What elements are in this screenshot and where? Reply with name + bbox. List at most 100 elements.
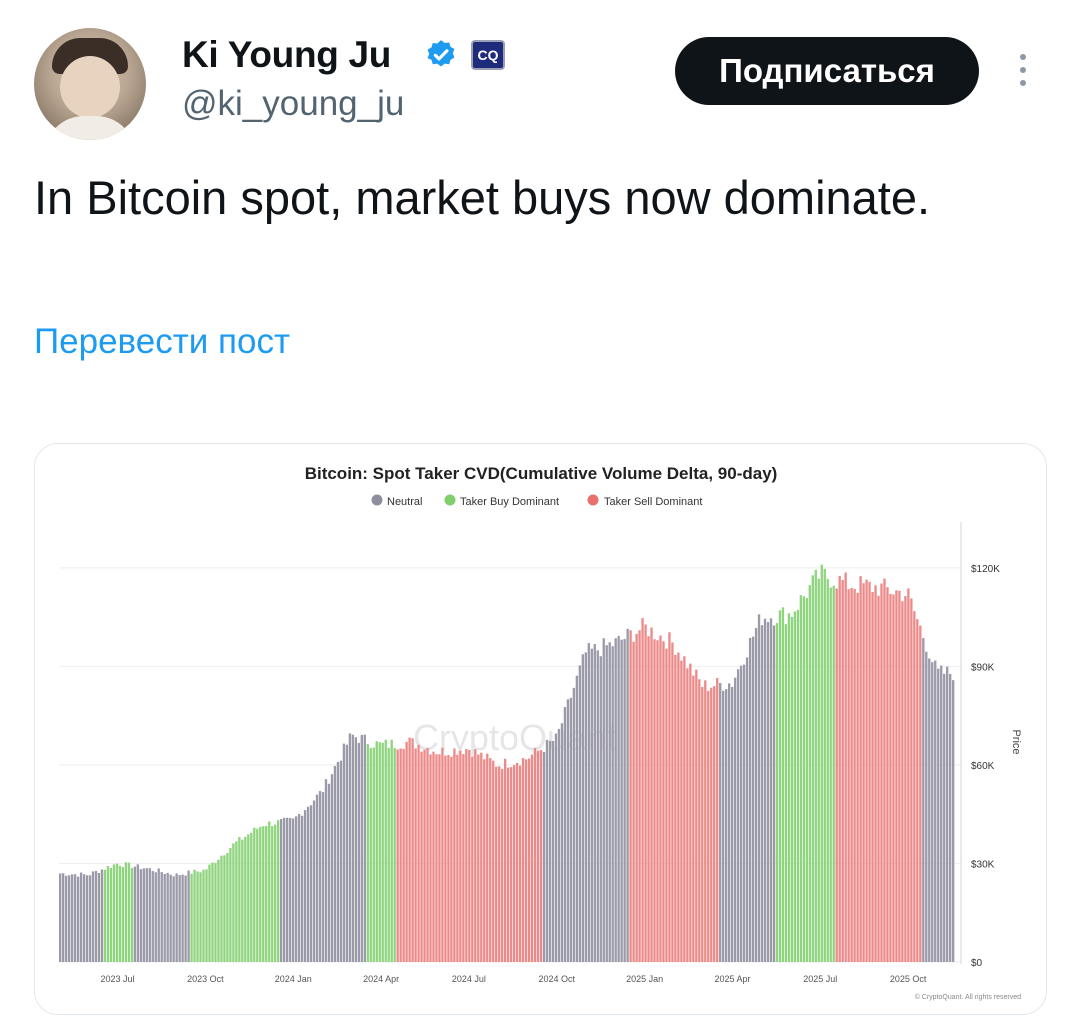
price-bar [739,665,743,962]
price-bar [704,680,707,962]
price-bar [154,872,157,962]
price-bar [928,658,931,962]
price-bar [426,747,429,962]
price-bar [572,687,576,962]
price-bar [865,579,868,962]
price-bar [910,598,913,962]
price-bar [414,748,417,962]
price-bar [495,766,498,962]
price-bar [61,873,65,962]
price-bar [217,859,220,962]
price-bar [784,624,788,962]
price-bar [444,755,447,962]
price-bar [151,871,154,962]
price-bar [581,654,584,962]
chart-svg: Bitcoin: Spot Taker CVD(Cumulative Volum… [59,464,1022,1001]
price-bar [904,596,907,962]
price-bar [220,855,223,962]
price-bar [811,575,814,962]
price-bar [244,836,247,962]
x-tick-label: 2024 Oct [539,974,576,984]
price-bar [369,748,372,962]
more-options-icon[interactable] [1012,54,1034,94]
price-bar [731,686,734,962]
price-bar [946,666,949,962]
price-bar [521,758,525,962]
x-tick-label: 2023 Jul [101,974,135,984]
price-bar [348,733,352,962]
display-name[interactable]: Ki Young Ju [182,34,392,75]
org-badge-icon[interactable]: CQ [471,40,505,70]
price-bar [271,826,274,962]
price-bar [754,628,758,962]
price-bar [423,749,426,962]
price-bar [527,758,531,962]
price-bar [641,618,644,962]
price-bar [226,853,229,962]
price-bar [175,873,178,962]
follow-button[interactable]: Подписаться [675,37,979,105]
user-handle[interactable]: @ki_young_ju [182,84,405,123]
price-bar [952,680,955,962]
price-bar [459,750,462,962]
price-bar [799,595,803,962]
y-axis-ticks: $0 $30K $60K $90K $120K [971,564,1000,969]
price-bar [277,820,280,962]
price-bar [716,677,719,962]
price-bar [545,739,549,962]
price-bar [76,876,80,962]
x-axis-ticks: 2023 Jul 2023 Oct 2024 Jan 2024 Apr 2024 Jul… [101,974,927,984]
price-bar [608,642,611,962]
price-bar [620,639,623,962]
price-bar [85,875,89,962]
price-bar [605,645,608,962]
price-bar [629,630,632,962]
price-bar [832,585,835,962]
price-bar [486,753,489,962]
price-bar [587,643,590,962]
price-bar [420,751,423,962]
chart-card[interactable]: Bitcoin: Spot Taker CVD(Cumulative Volum… [34,443,1047,1015]
price-bar [253,827,256,962]
price-bar [157,868,160,962]
price-bar [169,874,172,962]
price-bar [187,870,190,962]
price-bar [943,673,946,962]
price-bar [689,663,692,962]
price-bar [554,733,558,962]
price-bar [462,754,465,962]
price-bar [372,747,375,962]
price-bar [931,662,934,962]
price-bar [336,761,340,962]
price-bar [880,583,883,962]
price-bar [205,869,208,962]
avatar[interactable] [34,28,146,140]
price-bar [635,633,638,962]
price-bar [163,873,166,962]
price-bar [710,687,713,962]
price-bar [375,741,378,962]
price-bar [127,862,131,962]
price-bar [160,872,163,962]
price-bar [378,742,381,962]
price-bar [668,632,671,962]
price-bar [584,652,587,962]
price-bar [859,576,862,962]
price-bar [297,814,301,962]
avatar-shirt [44,116,136,140]
price-bar [919,625,922,962]
y-tick-label: $120K [971,564,1000,575]
price-bar [760,625,764,962]
price-bar [223,855,226,962]
price-bar [557,728,561,962]
translate-post-link[interactable]: Перевести пост [34,322,290,361]
y-tick-label: $0 [971,958,983,969]
price-bar [524,759,528,962]
price-bar [366,743,369,962]
price-bar [901,601,904,962]
price-bar [566,699,570,962]
price-bar [772,625,776,962]
price-bar [536,750,540,962]
price-bar [256,828,259,962]
price-bar [106,866,110,962]
